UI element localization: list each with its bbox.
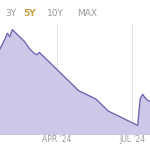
Text: 5Y: 5Y: [24, 9, 36, 18]
Text: JUL '24: JUL '24: [119, 135, 145, 144]
Text: 10Y: 10Y: [47, 9, 64, 18]
Text: MAX: MAX: [77, 9, 97, 18]
Text: APR '24: APR '24: [42, 135, 72, 144]
Text: 3Y: 3Y: [5, 9, 16, 18]
